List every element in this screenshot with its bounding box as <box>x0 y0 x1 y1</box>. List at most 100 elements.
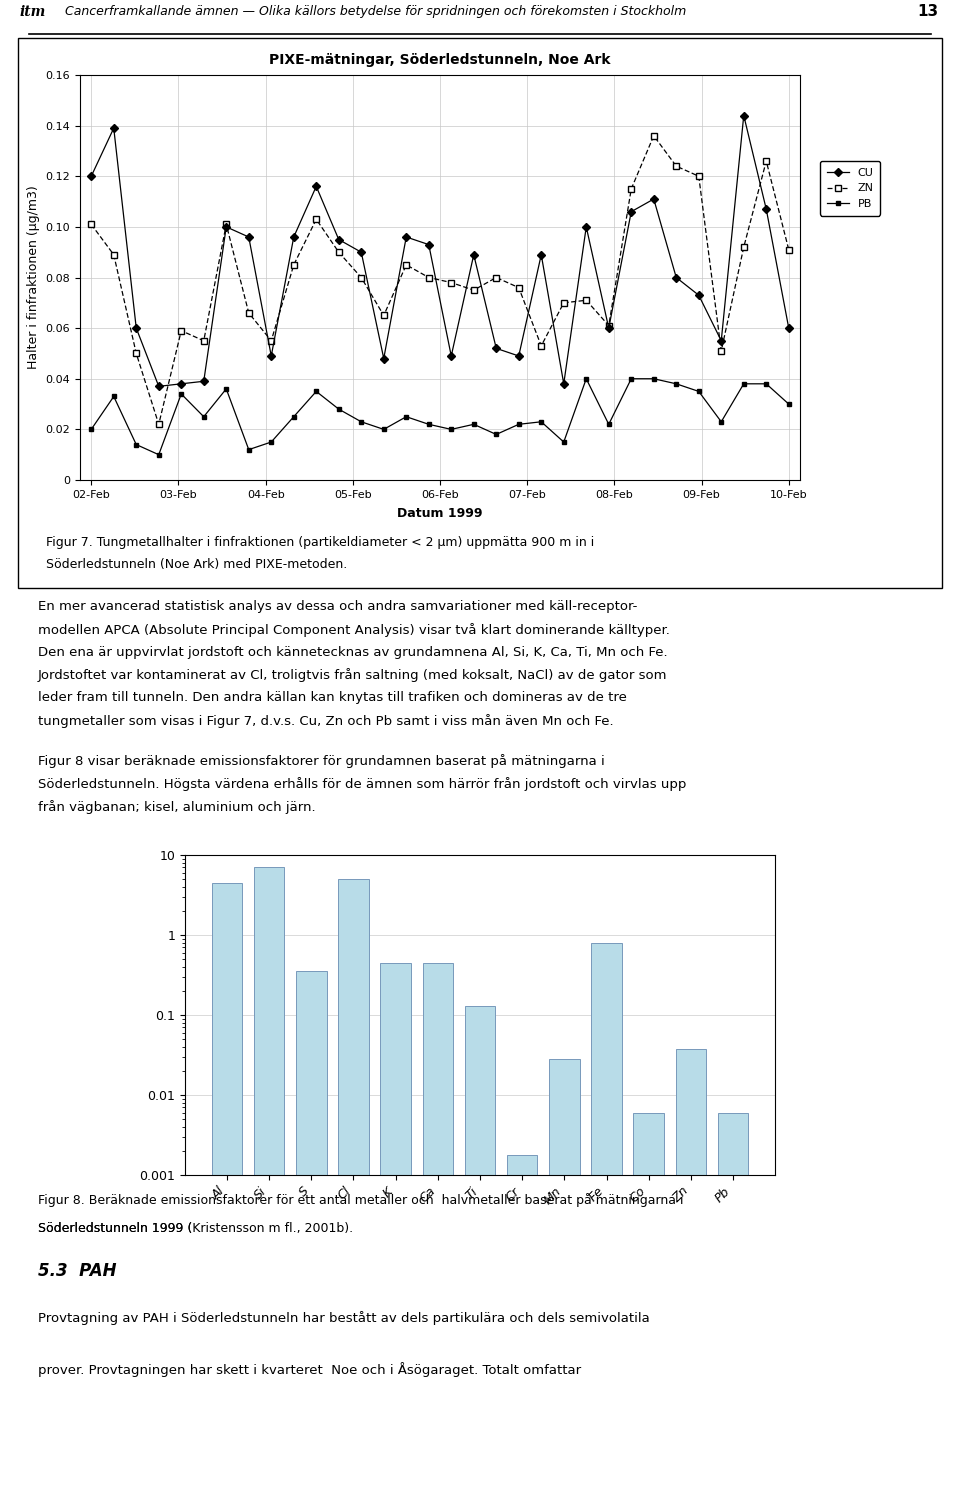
CU <box>603 319 614 337</box>
PB <box>423 415 435 433</box>
CU <box>491 340 502 358</box>
CU <box>176 374 187 392</box>
ZN <box>581 291 592 309</box>
PB <box>603 415 614 433</box>
Line: PB: PB <box>89 376 791 457</box>
Text: Söderledstunneln. Högsta värdena erhålls för de ämnen som härrör från jordstoft : Söderledstunneln. Högsta värdena erhålls… <box>37 777 686 791</box>
Text: 13: 13 <box>917 4 938 19</box>
ZN <box>198 331 209 349</box>
PB <box>198 407 209 425</box>
PB <box>491 425 502 443</box>
Bar <box>338 879 369 1498</box>
CU <box>513 348 524 366</box>
Text: Jordstoftet var kontaminerat av Cl, troligtvis från saltning (med koksalt, NaCl): Jordstoftet var kontaminerat av Cl, trol… <box>37 668 667 683</box>
CU <box>536 246 547 264</box>
CU <box>198 373 209 391</box>
ZN <box>491 268 502 286</box>
Text: Provtagning av PAH i Söderledstunneln har bestått av dels partikulära och dels s: Provtagning av PAH i Söderledstunneln ha… <box>37 1311 650 1326</box>
Text: tungmetaller som visas i Figur 7, d.v.s. Cu, Zn och Pb samt i viss mån även Mn o: tungmetaller som visas i Figur 7, d.v.s.… <box>37 715 613 728</box>
Bar <box>718 1113 748 1498</box>
Text: prover. Provtagningen har skett i kvarteret  Noe och i Åsögaraget. Totalt omfatt: prover. Provtagningen har skett i kvarte… <box>37 1362 581 1377</box>
ZN <box>221 216 232 234</box>
Text: itm: itm <box>20 4 46 19</box>
CU <box>85 168 97 186</box>
ZN <box>310 210 322 228</box>
PB <box>513 415 524 433</box>
ZN <box>355 268 367 286</box>
ZN <box>176 322 187 340</box>
PB <box>266 433 277 451</box>
Text: modellen APCA (Absolute Principal Component Analysis) visar två klart dominerand: modellen APCA (Absolute Principal Compon… <box>37 623 670 637</box>
Text: Figur 8. Beräknade emissionsfaktorer för ett antal metaller och  halvmetaller ba: Figur 8. Beräknade emissionsfaktorer för… <box>37 1192 684 1206</box>
PB <box>131 436 142 454</box>
CU <box>648 190 660 208</box>
PB <box>468 415 479 433</box>
PB <box>288 407 300 425</box>
Y-axis label: Halter i finfraktionen (µg/m3): Halter i finfraktionen (µg/m3) <box>27 186 40 370</box>
ZN <box>715 342 727 360</box>
Bar <box>254 867 284 1498</box>
PB <box>648 370 660 388</box>
CU <box>288 228 300 246</box>
Text: Söderledstunneln 1999 (Kristensson m fl., 2001b).: Söderledstunneln 1999 (Kristensson m fl.… <box>37 1222 353 1236</box>
CU <box>310 177 322 195</box>
CU <box>243 228 254 246</box>
PB <box>333 400 345 418</box>
X-axis label: Datum 1999: Datum 1999 <box>397 506 483 520</box>
ZN <box>670 157 682 175</box>
Bar <box>212 882 242 1498</box>
Bar <box>507 1155 538 1498</box>
Bar <box>549 1059 580 1498</box>
CU <box>355 243 367 261</box>
Bar <box>380 963 411 1498</box>
Text: Cancerframkallande ämnen — Olika källors betydelse för spridningen och förekomst: Cancerframkallande ämnen — Olika källors… <box>65 6 686 18</box>
Text: från vägbanan; kisel, aluminium och järn.: från vägbanan; kisel, aluminium och järn… <box>37 800 316 813</box>
PB <box>738 374 750 392</box>
CU <box>738 106 750 124</box>
ZN <box>266 331 277 349</box>
CU <box>333 231 345 249</box>
ZN <box>423 268 435 286</box>
PB <box>378 421 390 439</box>
PB <box>153 446 164 464</box>
CU <box>715 331 727 349</box>
ZN <box>783 241 795 259</box>
CU <box>626 202 637 220</box>
PB <box>221 380 232 398</box>
ZN <box>153 415 164 433</box>
Bar <box>296 972 326 1498</box>
PB <box>243 440 254 458</box>
Bar <box>591 942 622 1498</box>
Bar <box>465 1005 495 1498</box>
CU <box>221 217 232 235</box>
PB <box>400 407 412 425</box>
Text: Söderledstunneln (Noe Ark) med PIXE-metoden.: Söderledstunneln (Noe Ark) med PIXE-meto… <box>46 557 347 571</box>
CU <box>131 319 142 337</box>
PB <box>355 413 367 431</box>
ZN <box>378 307 390 325</box>
CU <box>760 201 772 219</box>
CU <box>400 228 412 246</box>
ZN <box>468 282 479 300</box>
PB <box>536 413 547 431</box>
ZN <box>536 337 547 355</box>
Line: CU: CU <box>88 112 792 389</box>
CU <box>693 286 705 304</box>
PB <box>310 382 322 400</box>
PB <box>85 421 97 439</box>
CU <box>266 348 277 366</box>
ZN <box>558 294 569 312</box>
CU <box>445 348 457 366</box>
ZN <box>445 274 457 292</box>
Text: En mer avancerad statistisk analys av dessa och andra samvariationer med käll-re: En mer avancerad statistisk analys av de… <box>37 601 637 613</box>
Bar <box>676 1049 706 1498</box>
CU <box>378 349 390 367</box>
Text: 5.3  PAH: 5.3 PAH <box>37 1261 116 1279</box>
ZN <box>131 345 142 363</box>
PB <box>693 382 705 400</box>
ZN <box>738 238 750 256</box>
ZN <box>693 168 705 186</box>
Legend: CU, ZN, PB: CU, ZN, PB <box>820 162 880 216</box>
Text: Den ena är uppvirvlat jordstoft och kännetecknas av grundamnena Al, Si, K, Ca, T: Den ena är uppvirvlat jordstoft och känn… <box>37 646 667 659</box>
ZN <box>603 316 614 334</box>
